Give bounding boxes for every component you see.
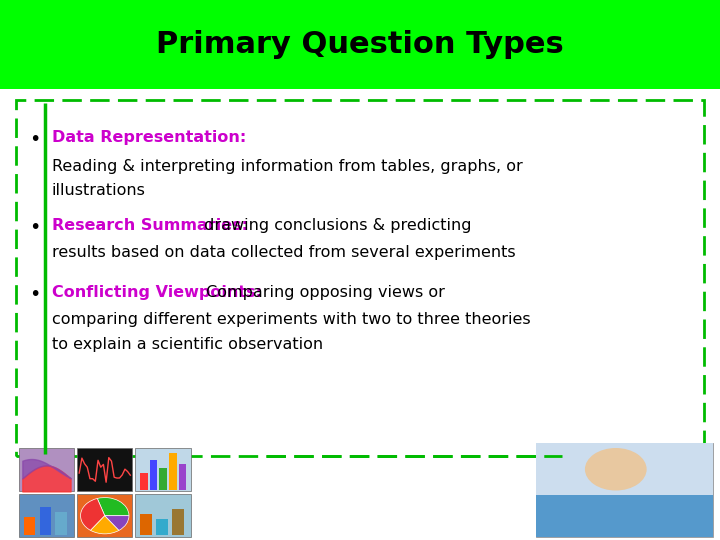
FancyBboxPatch shape	[77, 448, 132, 491]
FancyBboxPatch shape	[16, 100, 704, 456]
Wedge shape	[97, 497, 129, 516]
Bar	[24, 517, 35, 535]
Bar	[140, 472, 148, 490]
FancyBboxPatch shape	[19, 448, 74, 491]
Bar	[150, 460, 157, 490]
Bar	[179, 464, 186, 490]
Text: Comparing opposing views or: Comparing opposing views or	[201, 286, 445, 300]
Wedge shape	[105, 516, 129, 530]
FancyBboxPatch shape	[135, 448, 191, 491]
FancyBboxPatch shape	[0, 0, 720, 89]
Text: drawing conclusions & predicting: drawing conclusions & predicting	[199, 218, 472, 233]
Text: comparing different experiments with two to three theories: comparing different experiments with two…	[52, 312, 531, 327]
Text: •: •	[29, 218, 40, 237]
Text: to explain a scientific observation: to explain a scientific observation	[52, 337, 323, 352]
FancyBboxPatch shape	[19, 494, 74, 537]
Bar	[40, 507, 51, 535]
Text: illustrations: illustrations	[52, 183, 145, 198]
Wedge shape	[81, 498, 105, 530]
Text: results based on data collected from several experiments: results based on data collected from sev…	[52, 245, 516, 260]
Bar	[156, 519, 168, 535]
Bar	[172, 509, 184, 535]
Text: Research Summaries:: Research Summaries:	[52, 218, 248, 233]
FancyBboxPatch shape	[135, 494, 191, 537]
Bar	[55, 512, 67, 535]
Bar	[159, 468, 167, 490]
FancyBboxPatch shape	[536, 443, 713, 537]
FancyBboxPatch shape	[536, 443, 713, 495]
Text: Data Representation:: Data Representation:	[52, 130, 246, 145]
Text: Conflicting Viewpoints:: Conflicting Viewpoints:	[52, 286, 262, 300]
Wedge shape	[91, 516, 119, 534]
FancyBboxPatch shape	[536, 495, 713, 537]
Text: Reading & interpreting information from tables, graphs, or: Reading & interpreting information from …	[52, 159, 523, 174]
Text: •: •	[29, 130, 40, 148]
Bar	[140, 514, 152, 535]
Ellipse shape	[585, 448, 647, 490]
Text: Primary Question Types: Primary Question Types	[156, 30, 564, 59]
Text: •: •	[29, 286, 40, 305]
Bar	[169, 453, 176, 490]
FancyBboxPatch shape	[77, 494, 132, 537]
